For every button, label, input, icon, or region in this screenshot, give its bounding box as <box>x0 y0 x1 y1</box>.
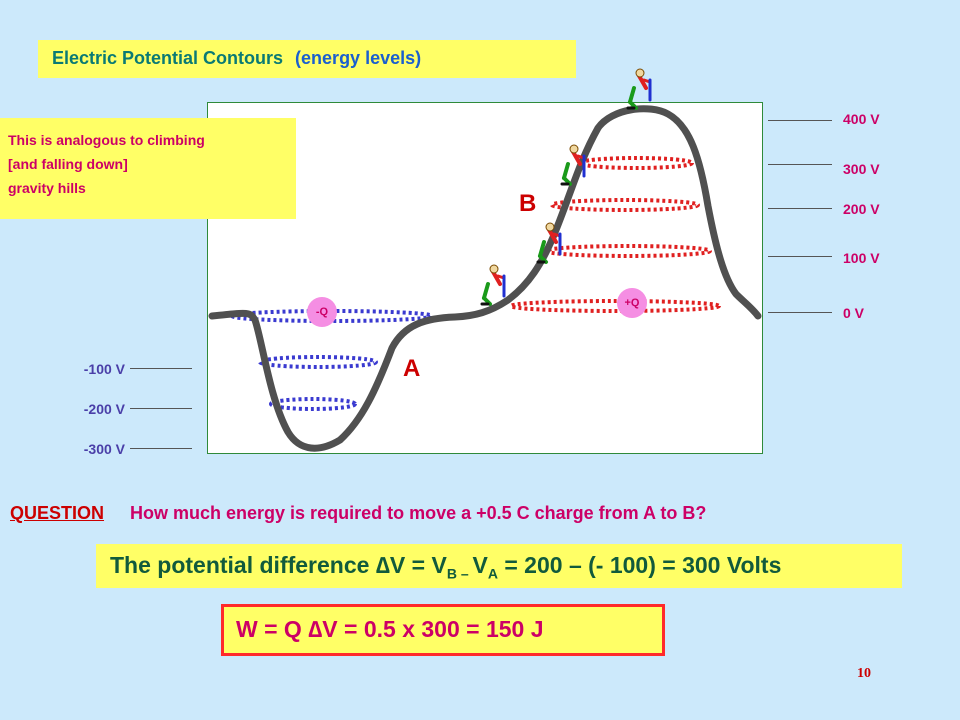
level-label-neg100v: -100 V <box>83 361 125 377</box>
delta-symbol: ∆ <box>308 616 323 642</box>
contour-200v <box>550 198 700 212</box>
level-line-neg200v <box>130 408 192 409</box>
pd-mid: V = V <box>389 552 447 578</box>
climber-icon-1 <box>480 264 506 306</box>
level-line-100v <box>768 256 832 257</box>
level-label-400v: 400 V <box>843 111 880 127</box>
negative-charge-marker: -Q <box>307 297 337 327</box>
work-post: V = 0.5 x 300 = 150 J <box>322 616 544 642</box>
level-line-300v <box>768 164 832 165</box>
note-line: gravity hills <box>8 180 86 196</box>
contour-neg-100v <box>258 355 378 369</box>
pd-v: V <box>472 552 488 578</box>
pd-post: = 200 – (- 100) = 300 Volts <box>497 552 782 578</box>
note-line: This is analogous to climbing <box>8 132 205 148</box>
page-number: 10 <box>857 666 871 681</box>
pd-pre: The potential difference <box>110 552 376 578</box>
potential-curve <box>208 105 762 452</box>
pd-sub-b: B – <box>446 565 473 582</box>
contour-neg-200v <box>269 397 357 411</box>
level-label-300v: 300 V <box>843 161 880 177</box>
climber-icon-4 <box>626 68 652 110</box>
level-line-400v <box>768 120 832 121</box>
contour-300v <box>578 156 694 170</box>
positive-charge-marker: +Q <box>617 288 647 318</box>
contour-100v <box>544 244 712 258</box>
level-label-200v: 200 V <box>843 201 880 217</box>
work-pre: W = Q <box>236 616 309 642</box>
work-equation-box: W = Q ∆V = 0.5 x 300 = 150 J <box>221 604 665 656</box>
analogy-note: This is analogous to climbing [and falli… <box>0 118 296 219</box>
question-text: How much energy is required to move a +0… <box>130 503 707 523</box>
climber-icon-2 <box>536 222 562 264</box>
level-label-100v: 100 V <box>843 250 880 266</box>
note-line: [and falling down] <box>8 156 128 172</box>
slide-title: Electric Potential Contours <box>52 48 284 68</box>
level-label-neg200v: -200 V <box>83 401 125 417</box>
question-label: QUESTION <box>10 503 105 523</box>
level-line-neg100v <box>130 368 192 369</box>
potential-difference-box: The potential difference ∆V = VB – VA = … <box>96 544 902 588</box>
slide-subtitle: (energy levels) <box>295 48 422 68</box>
contour-0v <box>509 299 721 313</box>
level-line-0v <box>768 312 832 313</box>
point-a-label: A <box>403 355 421 382</box>
level-line-200v <box>768 208 832 209</box>
climber-icon-3 <box>560 144 586 186</box>
question-row: QUESTION How much energy is required to m… <box>10 503 706 524</box>
level-line-neg300v <box>130 448 192 449</box>
point-b-label: B <box>519 190 537 217</box>
positive-contours <box>509 156 721 313</box>
level-label-0v: 0 V <box>843 305 865 321</box>
level-label-neg300v: -300 V <box>83 441 125 457</box>
title-box: Electric Potential Contours (energy level… <box>38 40 576 78</box>
delta-symbol: ∆ <box>375 552 390 578</box>
pd-sub-a: A <box>487 565 498 582</box>
